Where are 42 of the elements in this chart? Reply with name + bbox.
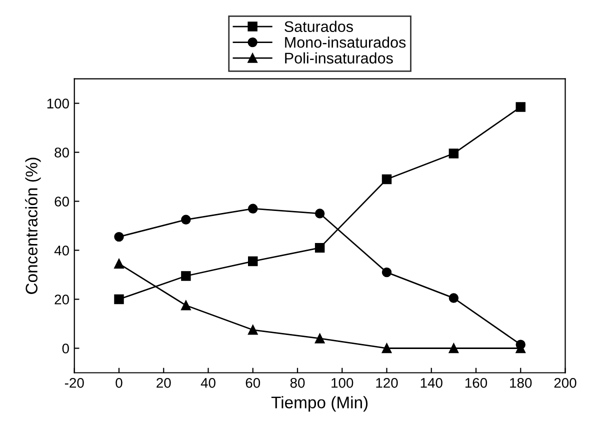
x-tick-label: -20 — [64, 378, 84, 388]
point — [114, 294, 124, 304]
point — [382, 267, 392, 278]
x-tick-label: 200 — [554, 378, 576, 388]
y-tick-label: 60 — [54, 196, 69, 206]
x-axis-title: Tiempo (Min) — [271, 396, 368, 412]
x-tick-label: 100 — [332, 378, 354, 388]
y-tick-label: 100 — [47, 98, 69, 108]
y-tick-label: 80 — [54, 148, 69, 158]
y-tick-label: 40 — [54, 246, 69, 256]
point — [114, 232, 124, 242]
x-tick-label: 160 — [465, 378, 488, 388]
point — [448, 293, 459, 303]
x-tick-label: 0 — [116, 378, 122, 388]
point — [181, 300, 191, 310]
y-tick-label: 20 — [54, 294, 69, 304]
x-tick-label: 40 — [200, 378, 216, 388]
point — [114, 258, 124, 269]
y-axis-title: Concentración (%) — [25, 158, 41, 294]
point — [314, 242, 325, 253]
x-tick-label: 140 — [420, 378, 442, 388]
point — [181, 214, 191, 225]
legend-label: Mono-insaturados — [285, 36, 406, 48]
legend-label: Saturados — [284, 20, 353, 32]
legend-label: Poli-insaturados — [285, 52, 393, 64]
point — [382, 343, 392, 354]
point — [248, 256, 258, 266]
point — [248, 204, 258, 214]
point — [516, 102, 526, 112]
point — [248, 325, 258, 335]
point — [448, 148, 459, 158]
y-tick-label: 0 — [62, 344, 69, 354]
x-tick-label: 80 — [290, 378, 305, 388]
x-tick-label: 20 — [156, 378, 171, 388]
point — [181, 271, 191, 281]
x-tick-label: 120 — [376, 378, 398, 388]
x-tick-label: 180 — [510, 378, 532, 388]
x-tick-label: 60 — [246, 378, 260, 388]
point — [382, 174, 392, 184]
point — [448, 343, 459, 354]
point — [314, 334, 325, 344]
point — [314, 208, 325, 218]
